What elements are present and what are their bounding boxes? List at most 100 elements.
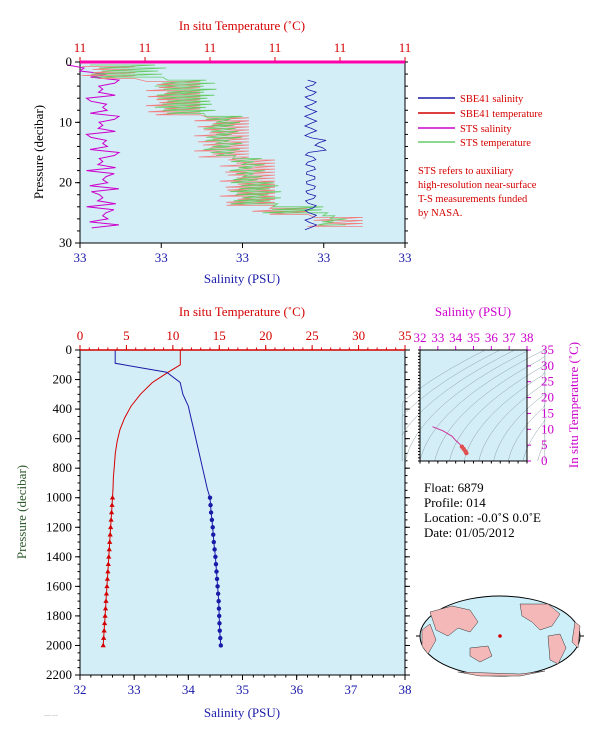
temperature-marker bbox=[109, 502, 115, 507]
p1-bottom-tick-label: 33 bbox=[317, 250, 330, 265]
temperature-marker bbox=[105, 561, 111, 567]
temperature-marker bbox=[105, 568, 111, 574]
ts-y-tick-label: 35 bbox=[541, 342, 554, 357]
salinity-marker bbox=[216, 598, 221, 604]
p1-top-tick-label: 11 bbox=[139, 40, 152, 55]
ts-y-tick-label: 30 bbox=[541, 358, 554, 373]
ts-top-tick-label: 38 bbox=[521, 330, 534, 345]
ts-top-tick-label: 35 bbox=[467, 330, 480, 345]
density-contour bbox=[449, 350, 546, 462]
salinity-marker bbox=[208, 510, 214, 515]
p1-top-tick-label: 11 bbox=[334, 40, 347, 55]
p1-bottom-tick-label: 33 bbox=[155, 250, 168, 265]
p1-bottom-tick-label: 33 bbox=[399, 250, 412, 265]
ts-y-tick-label: 5 bbox=[541, 437, 548, 452]
ts-y-axis-label: In situ Temperature (˚C) bbox=[566, 342, 581, 468]
density-contour bbox=[405, 349, 530, 462]
salinity-marker bbox=[209, 517, 215, 523]
temperature-marker bbox=[104, 583, 110, 589]
series-temperature-line bbox=[102, 350, 181, 646]
legend-sts-temperature: STS temperature bbox=[460, 138, 531, 149]
legend-sbe41-salinity: SBE41 salinity bbox=[460, 94, 524, 105]
footer-stamp: ....... ...... bbox=[44, 712, 58, 717]
ts-series bbox=[432, 426, 469, 456]
salinity-marker bbox=[218, 643, 224, 648]
ts-y-tick-label: 0 bbox=[541, 453, 548, 468]
ts-y-tick-label: 15 bbox=[541, 405, 554, 420]
legend-sbe41-temperature: SBE41 temperature bbox=[460, 109, 543, 120]
panel2-top-axis-label: In situ Temperature (˚C) bbox=[179, 304, 305, 319]
salinity-marker bbox=[217, 628, 222, 633]
p2-y-tick-label: 1400 bbox=[46, 549, 72, 564]
legend-sts-salinity: STS salinity bbox=[460, 124, 512, 135]
p2-y-tick-label: 1800 bbox=[46, 608, 72, 623]
salinity-marker bbox=[214, 569, 219, 574]
p2-y-tick-label: 800 bbox=[53, 460, 73, 475]
density-contour bbox=[434, 350, 546, 462]
salinity-marker bbox=[211, 532, 216, 537]
p2-top-tick-label: 25 bbox=[306, 328, 319, 343]
panel2-series bbox=[100, 350, 224, 648]
density-contour bbox=[419, 349, 545, 462]
temperature-marker bbox=[103, 590, 110, 596]
salinity-marker bbox=[213, 554, 218, 560]
panel2-plot-area bbox=[79, 349, 406, 676]
temperature-marker bbox=[107, 531, 113, 537]
salinity-marker bbox=[218, 635, 223, 641]
salinity-marker bbox=[217, 613, 222, 619]
annotation-line-4: by NASA. bbox=[418, 208, 462, 219]
p2-top-tick-label: 0 bbox=[77, 328, 84, 343]
salinity-marker bbox=[215, 591, 221, 596]
p2-top-tick-label: 15 bbox=[213, 328, 226, 343]
p2-top-tick-label: 35 bbox=[399, 328, 412, 343]
p2-bottom-tick-label: 32 bbox=[74, 682, 87, 697]
ts-top-tick-label: 33 bbox=[431, 330, 444, 345]
panel1-plot-area bbox=[79, 61, 406, 244]
salinity-marker bbox=[207, 495, 213, 500]
p2-top-tick-label: 5 bbox=[123, 328, 130, 343]
temperature-marker bbox=[106, 546, 112, 552]
temperature-marker bbox=[107, 539, 113, 544]
ts-top-tick-label: 37 bbox=[503, 330, 517, 345]
p2-y-tick-label: 0 bbox=[66, 342, 73, 357]
annotation-line-3: T-S measurements funded bbox=[418, 194, 528, 205]
float-info: Float: 6879 Profile: 014 Location: -0.0˚… bbox=[424, 480, 541, 540]
series-sts-salinity bbox=[67, 64, 121, 229]
float-number: Float: 6879 bbox=[424, 480, 484, 495]
panel1-bottom-axis-label: Salinity (PSU) bbox=[204, 271, 280, 286]
salinity-marker bbox=[217, 621, 222, 626]
p2-y-tick-label: 400 bbox=[53, 401, 73, 416]
temperature-marker bbox=[108, 524, 114, 530]
p2-top-tick-label: 30 bbox=[352, 328, 365, 343]
date: Date: 01/05/2012 bbox=[424, 525, 515, 540]
p1-top-tick-label: 11 bbox=[74, 40, 87, 55]
ts-top-tick-label: 36 bbox=[485, 330, 499, 345]
p1-y-tick-label: 10 bbox=[59, 114, 72, 129]
p2-bottom-tick-label: 34 bbox=[182, 682, 196, 697]
salinity-marker bbox=[213, 562, 219, 567]
p1-top-tick-label: 11 bbox=[204, 40, 217, 55]
map-australia bbox=[469, 645, 493, 663]
p2-y-tick-label: 2200 bbox=[46, 667, 72, 682]
profile-number: Profile: 014 bbox=[424, 495, 486, 510]
p2-top-tick-label: 10 bbox=[166, 328, 179, 343]
panel1-legend: SBE41 salinity SBE41 temperature STS sal… bbox=[418, 94, 543, 219]
temperature-marker bbox=[100, 642, 106, 648]
salinity-marker bbox=[208, 502, 213, 508]
salinity-marker bbox=[211, 539, 216, 545]
annotation-line-2: high-resolution near-surface bbox=[418, 180, 537, 191]
temperature-marker bbox=[103, 598, 109, 603]
p1-y-tick-label: 0 bbox=[66, 54, 73, 69]
p2-y-tick-label: 600 bbox=[53, 431, 73, 446]
temperature-marker bbox=[108, 517, 114, 522]
annotation-line-1: STS refers to auxiliary bbox=[418, 166, 514, 177]
salinity-marker bbox=[215, 584, 220, 589]
salinity-marker bbox=[214, 576, 220, 582]
temperature-marker bbox=[102, 613, 108, 618]
map-asia bbox=[429, 605, 479, 637]
salinity-marker bbox=[210, 525, 215, 530]
p1-y-tick-label: 30 bbox=[59, 235, 72, 250]
ts-top-tick-label: 34 bbox=[449, 330, 463, 345]
